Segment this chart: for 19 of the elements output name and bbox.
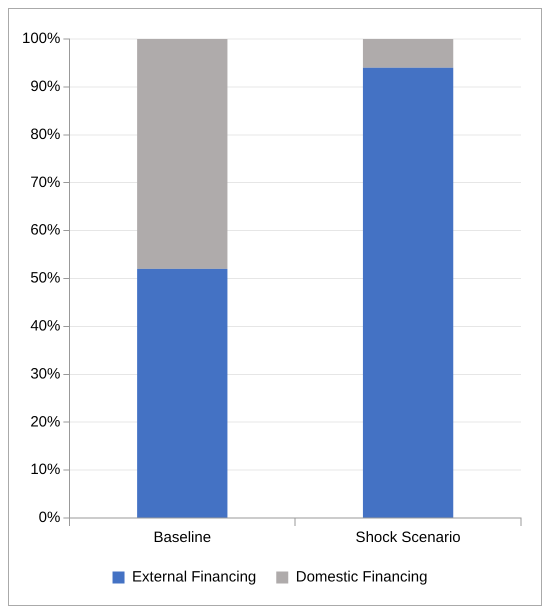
legend-label: Domestic Financing [296, 568, 428, 586]
y-tick-label: 40% [30, 318, 60, 335]
x-tick-label: Baseline [154, 529, 212, 546]
y-tick-label: 100% [22, 30, 60, 48]
bar [137, 39, 228, 269]
y-tick-label: 70% [30, 174, 60, 191]
y-tick-label: 20% [30, 413, 60, 430]
bar [362, 39, 454, 68]
y-tick-label: 60% [30, 222, 60, 239]
bar [137, 268, 228, 518]
y-tick-label: 30% [30, 365, 60, 382]
y-tick-label: 50% [30, 270, 60, 287]
y-tick-label: 90% [30, 78, 60, 96]
y-tick-label: 10% [30, 461, 60, 478]
y-tick-label: 80% [30, 126, 60, 143]
bar [362, 68, 454, 518]
legend-label: External Financing [132, 568, 256, 586]
x-tick-label: Shock Scenario [356, 529, 461, 546]
y-tick-label: 0% [38, 509, 60, 526]
